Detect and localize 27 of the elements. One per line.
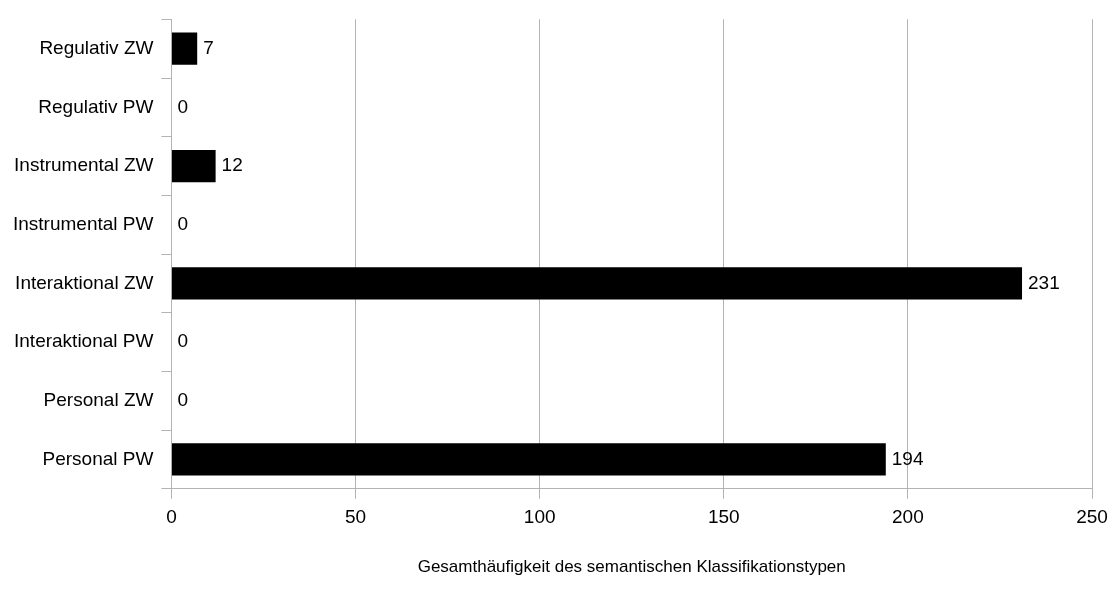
bar [171,149,216,183]
data-label: 0 [177,95,189,117]
bar [171,32,198,65]
data-label: 194 [891,447,924,469]
data-label: 231 [1028,271,1060,293]
data-label: 7 [203,36,214,58]
bar [171,443,886,476]
y-tick-label: Interaktional PW [14,330,154,352]
bar [171,267,1023,300]
data-label: 12 [221,154,243,176]
x-tick-label: 150 [707,506,740,528]
y-tick-label: Instrumental PW [12,213,154,234]
x-axis-title: Gesamthäufigkeit des semantischen Klassifikationstypen [417,557,846,577]
data-label: 0 [177,389,189,411]
data-label: 0 [177,213,189,234]
y-tick-label: Interaktional ZW [15,271,154,293]
x-tick-label: 0 [166,506,177,528]
x-tick-label: 200 [892,506,924,528]
y-tick-label: Personal PW [42,447,154,469]
data-label: 0 [177,330,189,352]
y-tick-label: Regulativ ZW [39,36,154,58]
y-tick-label: Personal ZW [43,389,154,411]
y-tick-label: Regulativ PW [38,95,154,117]
x-tick-label: 250 [1076,506,1108,528]
y-tick-label: Instrumental ZW [14,154,154,176]
x-tick-label: 50 [344,506,367,528]
x-tick-label: 100 [523,506,556,528]
